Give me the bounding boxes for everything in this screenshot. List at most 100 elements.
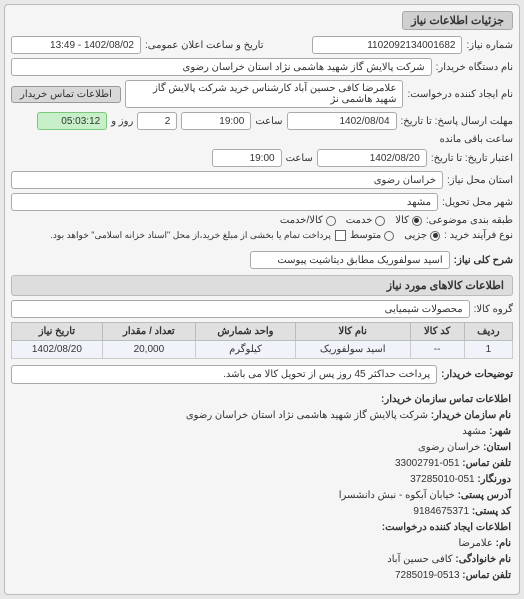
need-loc-field: خراسان رضوی bbox=[11, 171, 443, 189]
radio-motevaset[interactable]: متوسط bbox=[350, 230, 394, 241]
table-header-row: ردیف کد کالا نام کالا واحد شمارش تعداد /… bbox=[12, 323, 513, 341]
cell-date: 1402/08/20 bbox=[12, 341, 103, 359]
goods-section-header: اطلاعات کالاهای مورد نیاز bbox=[11, 275, 513, 296]
remain-day-label: روز و bbox=[111, 116, 133, 127]
goods-group-field: محصولات شیمیایی bbox=[11, 300, 470, 318]
valid-time-field: 19:00 bbox=[212, 149, 282, 167]
row-goods-group: گروه کالا: محصولات شیمیایی bbox=[11, 300, 513, 318]
col-unit: واحد شمارش bbox=[195, 323, 295, 341]
radio-jozi-label: جزیی bbox=[404, 230, 427, 241]
row-process-type: نوع فرآیند خرید : جزیی متوسط پرداخت تمام… bbox=[11, 230, 513, 241]
goods-group-label: گروه کالا: bbox=[474, 304, 513, 315]
row-need-title: شرح کلی نیاز: اسید سولفوریک مطابق دیتاشی… bbox=[11, 251, 513, 269]
reply-date-field: 1402/08/04 bbox=[287, 112, 397, 130]
pack-label: طبقه بندی موضوعی: bbox=[426, 215, 513, 226]
radio-jozi[interactable]: جزیی bbox=[404, 230, 440, 241]
radio-kala[interactable]: کالا bbox=[395, 215, 422, 226]
radio-dot-icon bbox=[384, 231, 394, 241]
need-title-field: اسید سولفوریک مطابق دیتاشیت پیوست bbox=[250, 251, 450, 269]
valid-time-label: ساعت bbox=[286, 153, 313, 164]
need-loc-label: استان محل نیاز: bbox=[447, 175, 513, 186]
requester-field: علامرضا کافی حسین آباد کارشناس خرید شرکت… bbox=[125, 80, 404, 108]
radio-dot-icon bbox=[375, 216, 385, 226]
requester-label: نام ایجاد کننده درخواست: bbox=[407, 89, 513, 100]
remain-suffix: ساعت باقی مانده bbox=[440, 134, 513, 145]
row-buyer-device: نام دستگاه خریدار: شرکت پالایش گاز شهید … bbox=[11, 58, 513, 76]
panel-title: جزئیات اطلاعات نیاز bbox=[402, 11, 513, 30]
radio-kala-khadamat-label: کالا/خدمت bbox=[280, 215, 323, 226]
org-value: شرکت پالایش گاز شهید هاشمی نژاد استان خر… bbox=[186, 410, 428, 421]
province-value: خراسان رضوی bbox=[418, 442, 480, 453]
req-name-value: علامرضا bbox=[459, 538, 493, 549]
radio-motevaset-label: متوسط bbox=[350, 230, 381, 241]
row-deliver-city: شهر محل تحویل: مشهد bbox=[11, 193, 513, 211]
need-number-label: شماره نیاز: bbox=[466, 40, 513, 51]
goods-table: ردیف کد کالا نام کالا واحد شمارش تعداد /… bbox=[11, 322, 513, 359]
req-name-label: نام: bbox=[496, 538, 511, 549]
row-reply-deadline: مهلت ارسال پاسخ: تا تاریخ: 1402/08/04 سا… bbox=[11, 112, 513, 145]
col-code: کد کالا bbox=[410, 323, 464, 341]
city-value: مشهد bbox=[462, 426, 486, 437]
col-date: تاریخ نیاز bbox=[12, 323, 103, 341]
valid-date-field: 1402/08/20 bbox=[317, 149, 427, 167]
radio-dot-icon bbox=[326, 216, 336, 226]
phone-label: تلفن تماس: bbox=[462, 458, 511, 469]
table-row: 1 -- اسید سولفوریک کیلوگرم 20,000 1402/0… bbox=[12, 341, 513, 359]
radio-khadamat[interactable]: خدمت bbox=[346, 215, 386, 226]
deliver-city-label: شهر محل تحویل: bbox=[442, 197, 513, 208]
proc-label: نوع فرآیند خرید : bbox=[444, 230, 513, 241]
row-valid-deadline: اعتبار تاریخ: تا تاریخ: 1402/08/20 ساعت … bbox=[11, 149, 513, 167]
radio-kala-khadamat[interactable]: کالا/خدمت bbox=[280, 215, 336, 226]
radio-dot-icon bbox=[430, 231, 440, 241]
contact-block: اطلاعات تماس سازمان خریدار: نام سازمان خ… bbox=[11, 388, 513, 588]
reply-time-label: ساعت bbox=[255, 116, 282, 127]
announce-label: تاریخ و ساعت اعلان عمومی: bbox=[145, 40, 264, 51]
postal-label: کد پستی: bbox=[472, 506, 511, 517]
pack-radio-group: کالا خدمت کالا/خدمت bbox=[280, 215, 422, 226]
reply-time-field: 19:00 bbox=[181, 112, 251, 130]
postal-value: 9184675371 bbox=[413, 506, 469, 517]
need-number-field: 1102092134001682 bbox=[312, 36, 462, 54]
row-need-location: استان محل نیاز: خراسان رضوی bbox=[11, 171, 513, 189]
treasury-checkbox[interactable] bbox=[335, 230, 346, 241]
cell-unit: کیلوگرم bbox=[195, 341, 295, 359]
main-panel: جزئیات اطلاعات نیاز شماره نیاز: 11020921… bbox=[4, 4, 520, 595]
radio-khadamat-label: خدمت bbox=[346, 215, 373, 226]
cell-name: اسید سولفوریک bbox=[295, 341, 410, 359]
notes-field: پرداخت حداکثر 45 روز پس از تحویل کالا می… bbox=[11, 365, 437, 384]
col-row: ردیف bbox=[464, 323, 512, 341]
proc-note: پرداخت تمام یا بخشی از مبلغ خرید،از محل … bbox=[50, 230, 330, 241]
buyer-contact-button[interactable]: اطلاعات تماس خریدار bbox=[11, 86, 121, 103]
proc-radio-group: جزیی متوسط bbox=[350, 230, 440, 241]
phone-value: 051-33002791 bbox=[395, 458, 460, 469]
row-buyer-notes: توضیحات خریدار: پرداخت حداکثر 45 روز پس … bbox=[11, 365, 513, 384]
cell-row: 1 bbox=[464, 341, 512, 359]
radio-dot-icon bbox=[412, 216, 422, 226]
need-title-label: شرح کلی نیاز: bbox=[454, 255, 513, 266]
radio-kala-label: کالا bbox=[395, 215, 409, 226]
col-name: نام کالا bbox=[295, 323, 410, 341]
valid-to-label: اعتبار تاریخ: تا تاریخ: bbox=[431, 153, 513, 164]
city-label: شهر: bbox=[489, 426, 511, 437]
col-qty: تعداد / مقدار bbox=[102, 323, 195, 341]
remain-days-field: 2 bbox=[137, 112, 177, 130]
cell-qty: 20,000 bbox=[102, 341, 195, 359]
reply-to-label: مهلت ارسال پاسخ: تا تاریخ: bbox=[401, 116, 513, 127]
contact-header: اطلاعات تماس سازمان خریدار: bbox=[381, 394, 511, 405]
buyer-device-field: شرکت پالایش گاز شهید هاشمی نژاد استان خر… bbox=[11, 58, 432, 76]
deliver-city-field: مشهد bbox=[11, 193, 438, 211]
notes-label: توضیحات خریدار: bbox=[441, 369, 513, 380]
org-label: نام سازمان خریدار: bbox=[431, 410, 511, 421]
announce-field: 1402/08/02 - 13:49 bbox=[11, 36, 141, 54]
cell-code: -- bbox=[410, 341, 464, 359]
fax-value: 051-37285010 bbox=[410, 474, 475, 485]
buyer-device-label: نام دستگاه خریدار: bbox=[436, 62, 513, 73]
row-need-number: شماره نیاز: 1102092134001682 تاریخ و ساع… bbox=[11, 36, 513, 54]
req-header: اطلاعات ایجاد کننده درخواست: bbox=[382, 522, 511, 533]
req-family-value: کافی حسین آباد bbox=[387, 554, 452, 565]
fax-label: دورنگار: bbox=[477, 474, 511, 485]
address-label: آدرس پستی: bbox=[458, 490, 511, 501]
province-label: استان: bbox=[483, 442, 511, 453]
address-value: خیابان آبکوه - نبش دانشسرا bbox=[339, 490, 455, 501]
req-family-label: نام خانوادگی: bbox=[455, 554, 511, 565]
